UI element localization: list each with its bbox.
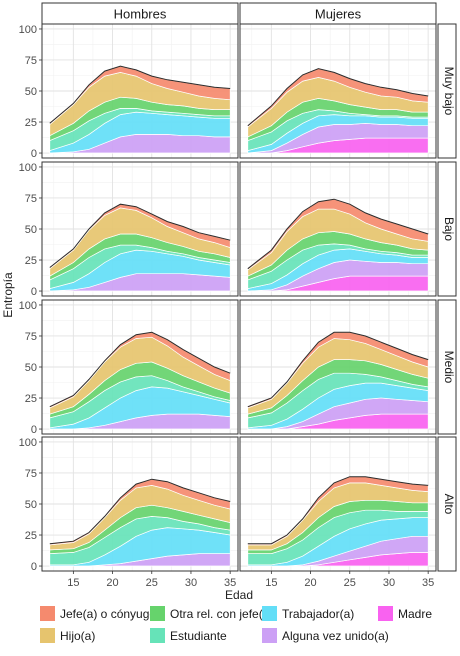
legend-swatch (40, 606, 55, 621)
facet-label-mujeres: Mujeres (315, 7, 362, 22)
panel-bajo-hombres (41, 161, 239, 297)
axes-layer: 0255075100025507510002550751000255075100… (19, 24, 435, 589)
y-tick-label: 75 (25, 193, 37, 205)
x-tick-label: 35 (422, 577, 434, 589)
legend-item-otra-rel-con-jefe-a: Otra rel. con jefe(a) (150, 606, 273, 621)
legend-swatch (150, 606, 165, 621)
x-tick-label: 15 (265, 577, 277, 589)
y-tick-label: 50 (25, 224, 37, 236)
panel-border (239, 161, 437, 297)
total-entropy-line (247, 331, 429, 408)
y-tick-label: 0 (31, 286, 37, 298)
facet-label-hombres: Hombres (114, 7, 167, 22)
x-tick-label: 30 (185, 577, 197, 589)
y-tick-label: 0 (31, 424, 37, 436)
y-tick-label: 50 (25, 86, 37, 98)
facet-strip-bajo: Bajo (437, 161, 457, 297)
total-entropy-line (247, 198, 429, 270)
legend-label: Otra rel. con jefe(a) (170, 607, 273, 621)
y-axis-title: Entropía (1, 272, 15, 318)
panel-border (239, 436, 437, 572)
total-entropy-line (49, 331, 231, 408)
x-tick-label: 25 (344, 577, 356, 589)
legend-swatch (150, 628, 165, 643)
legend-label: Jefe(a) o cónyuge (60, 607, 156, 621)
facet-strip-muy-bajo: Muy bajo (437, 23, 457, 159)
panel-muy-bajo-mujeres (239, 23, 437, 159)
y-tick-label: 50 (25, 499, 37, 511)
facet-label-medio: Medio (442, 351, 456, 384)
panel-muy-bajo-hombres (41, 23, 239, 159)
legend-swatch (262, 628, 277, 643)
y-tick-label: 50 (25, 362, 37, 374)
legend-label: Hijo(a) (60, 629, 95, 643)
legend-item-alguna-vez-unido-a: Alguna vez unido(a) (262, 628, 389, 643)
facet-label-muy-bajo: Muy bajo (442, 67, 456, 116)
facet-strips-layer: Hombres Mujeres Muy bajo Bajo Medio Alto (41, 2, 457, 572)
y-tick-label: 100 (19, 24, 37, 36)
y-tick-label: 25 (25, 393, 37, 405)
facet-label-bajo: Bajo (442, 217, 456, 241)
facet-strip-mujeres: Mujeres (239, 2, 437, 25)
legend-item-jefe-a-o-conyuge: Jefe(a) o cónyuge (40, 606, 156, 621)
panel-medio-hombres (41, 299, 239, 435)
legend-swatch (262, 606, 277, 621)
legend-label: Madre (398, 607, 432, 621)
y-tick-label: 75 (25, 468, 37, 480)
legend-item-estudiante: Estudiante (150, 628, 227, 643)
panel-medio-mujeres (239, 299, 437, 435)
total-entropy-line (49, 203, 231, 268)
legend-label: Alguna vez unido(a) (282, 629, 389, 643)
facet-label-alto: Alto (442, 494, 456, 515)
facet-strip-hombres: Hombres (41, 2, 239, 25)
y-tick-label: 25 (25, 255, 37, 267)
x-tick-label: 25 (146, 577, 158, 589)
x-tick-label: 15 (67, 577, 79, 589)
total-entropy-line (247, 476, 429, 545)
legend-item-madre: Madre (378, 606, 432, 621)
x-axis-title: Edad (225, 588, 253, 602)
x-tick-label: 30 (383, 577, 395, 589)
total-entropy-line (49, 478, 231, 545)
legend-swatch (378, 606, 393, 621)
x-tick-label: 35 (224, 577, 236, 589)
y-tick-label: 75 (25, 331, 37, 343)
legend-item-trabajador-a: Trabajador(a) (262, 606, 354, 621)
panels-layer (41, 23, 437, 572)
panel-alto-mujeres (239, 436, 437, 572)
legend-label: Estudiante (170, 629, 227, 643)
y-tick-label: 100 (19, 162, 37, 174)
legend-swatch (40, 628, 55, 643)
y-tick-label: 25 (25, 117, 37, 129)
x-tick-label: 20 (106, 577, 118, 589)
total-entropy-line (247, 68, 429, 127)
y-tick-label: 100 (19, 437, 37, 449)
panel-bajo-mujeres (239, 161, 437, 297)
y-tick-label: 0 (31, 561, 37, 573)
y-tick-label: 100 (19, 300, 37, 312)
legend-item-hijo-a: Hijo(a) (40, 628, 95, 643)
y-tick-label: 0 (31, 148, 37, 160)
facet-strip-medio: Medio (437, 299, 457, 435)
facet-strip-alto: Alto (437, 436, 457, 572)
legend: Jefe(a) o cónyuge Otra rel. con jefe(a) Tr… (40, 606, 432, 643)
y-tick-label: 75 (25, 55, 37, 67)
panel-border (239, 299, 437, 435)
x-tick-label: 20 (304, 577, 316, 589)
legend-label: Trabajador(a) (282, 607, 354, 621)
y-tick-label: 25 (25, 530, 37, 542)
panel-alto-hombres (41, 436, 239, 572)
total-entropy-line (49, 65, 231, 124)
